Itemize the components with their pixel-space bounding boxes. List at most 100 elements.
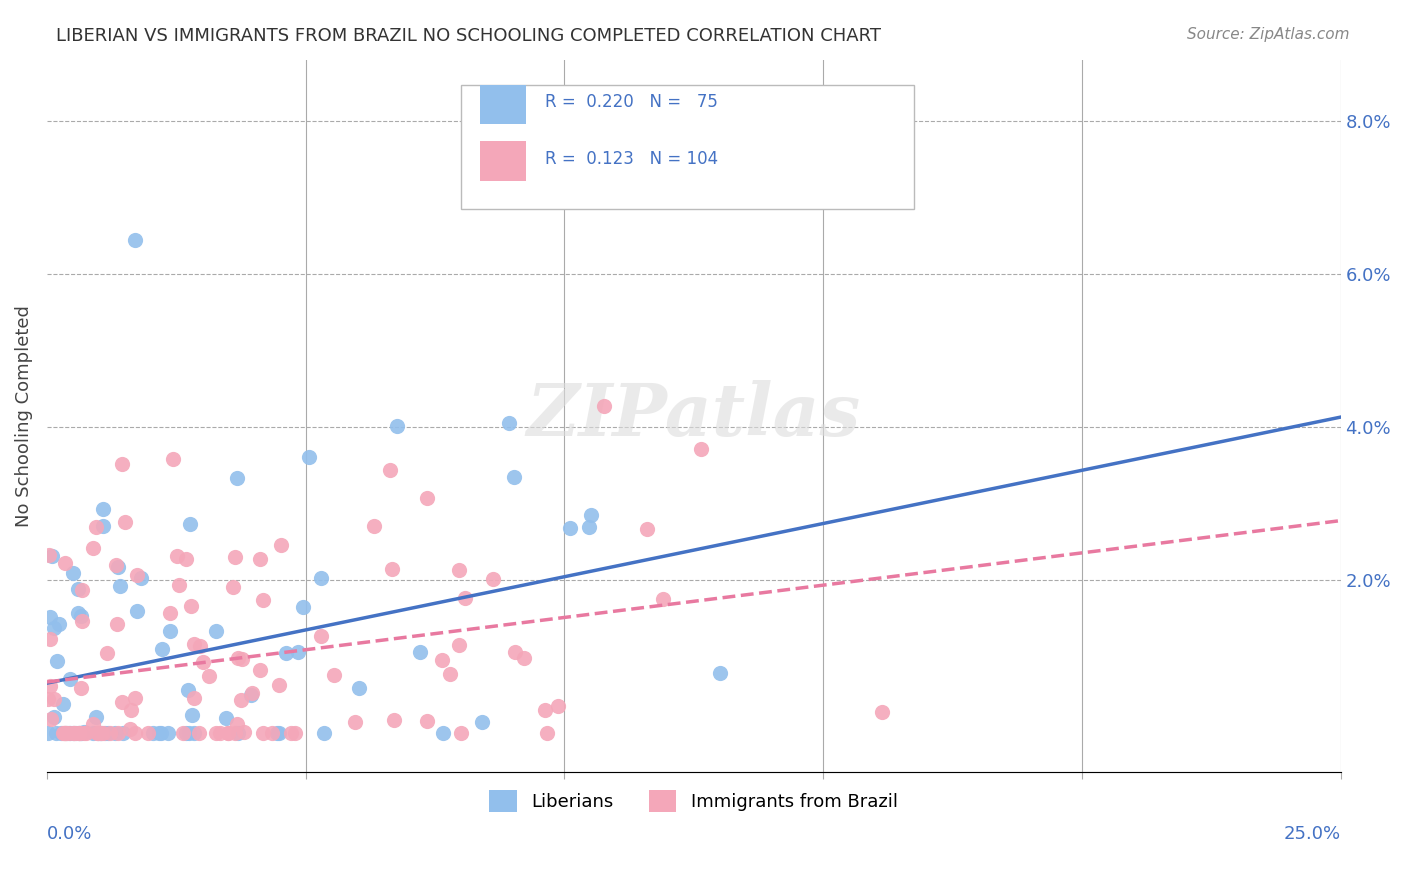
Point [142,726,165,740]
Point [274,646,297,660]
Point [131,571,153,585]
Point [363,518,385,533]
Point [252,593,274,607]
Text: R =  0.123   N = 104: R = 0.123 N = 104 [546,150,718,169]
Point [73,726,96,740]
Point [240,686,263,700]
Point [62,726,84,740]
Point [114,515,136,529]
Point [41,549,63,563]
Point [53,556,76,570]
Point [229,693,252,707]
Point [385,419,408,434]
Text: 0.0%: 0.0% [46,825,93,843]
Point [270,537,292,551]
Point [343,714,366,729]
Point [59,672,82,686]
Point [70,608,93,623]
Point [42,710,65,724]
Point [498,417,520,431]
Point [96,646,118,660]
Point [107,559,129,574]
Point [287,645,309,659]
Point [111,457,134,471]
Point [59,726,82,740]
FancyBboxPatch shape [481,142,526,181]
Point [249,663,271,677]
Point [45,726,67,740]
Point [73,724,96,739]
Point [46,654,69,668]
Point [183,637,205,651]
Point [174,551,197,566]
Point [224,549,246,564]
Point [107,726,129,740]
Point [593,399,616,413]
Point [62,566,84,581]
Point [204,726,226,740]
Point [75,726,97,740]
Point [159,624,181,638]
Point [217,726,239,740]
Point [188,726,211,740]
Point [181,708,204,723]
Point [167,578,190,592]
Point [447,563,470,577]
Point [157,726,180,740]
Point [124,726,146,740]
Point [225,717,247,731]
Point [82,726,104,740]
Point [53,726,76,740]
Point [90,726,112,740]
Point [67,726,90,740]
Point [111,695,134,709]
Point [41,712,63,726]
Point [432,726,454,740]
Point [690,442,713,456]
Point [52,726,75,740]
Point [408,645,430,659]
Point [183,726,205,740]
Point [314,726,336,740]
Point [67,726,90,740]
Point [51,726,73,740]
Point [177,682,200,697]
Point [53,726,76,740]
Point [447,638,470,652]
Point [69,681,91,696]
Point [249,551,271,566]
FancyBboxPatch shape [481,85,526,124]
Point [534,703,557,717]
Point [84,520,107,534]
Point [240,689,263,703]
Point [233,724,256,739]
Point [709,665,731,680]
Point [547,699,569,714]
Point [174,726,197,740]
Point [298,450,321,465]
Point [37,726,59,740]
Point [91,502,114,516]
Point [124,691,146,706]
Point [67,582,90,596]
Point [651,592,673,607]
Point [86,726,108,740]
Point [188,640,211,654]
Point [89,726,111,740]
Point [108,579,131,593]
Point [91,726,114,740]
Point [124,233,146,247]
Point [48,616,70,631]
Point [173,726,195,740]
Point [69,726,91,740]
Point [180,599,202,613]
Point [58,726,80,740]
Point [70,614,93,628]
Point [309,571,332,585]
Point [63,726,86,740]
Point [191,655,214,669]
Point [262,726,284,740]
Point [98,726,121,740]
Point [267,677,290,691]
Point [62,726,84,740]
